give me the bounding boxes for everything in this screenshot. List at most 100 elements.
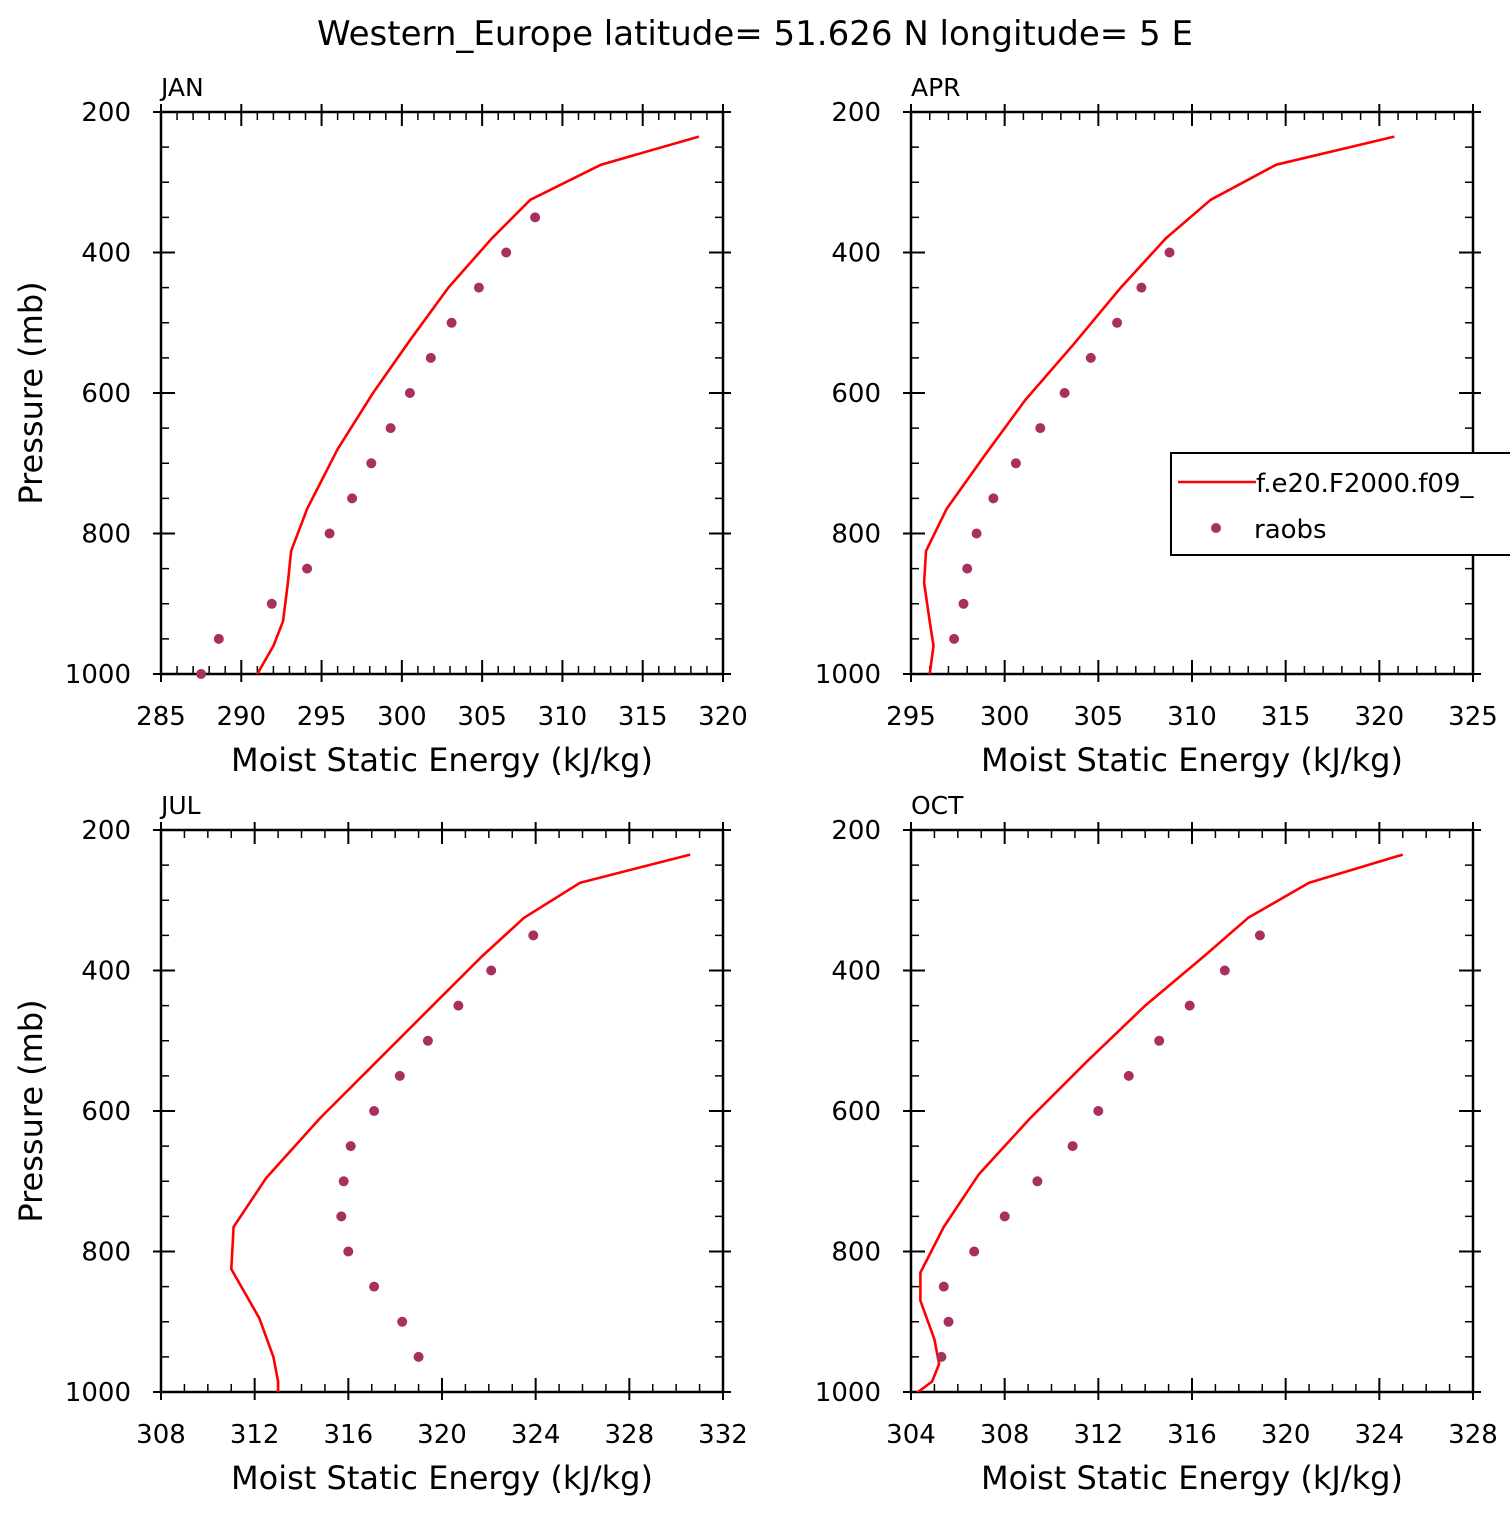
figure-title: Western_Europe latitude= 51.626 N longit…: [317, 14, 1193, 54]
raobs-point: [1032, 1176, 1043, 1187]
raobs-point: [501, 247, 512, 258]
x-tick-label: 290: [216, 702, 266, 732]
x-tick-label: 305: [1074, 702, 1124, 732]
panel-label: JAN: [159, 73, 204, 102]
y-tick-label: 200: [831, 98, 881, 128]
raobs-point: [1164, 247, 1175, 258]
panel-frame: [909, 828, 1475, 1394]
raobs-point: [999, 1211, 1010, 1222]
x-tick-label: 325: [1448, 702, 1498, 732]
panels: 285 290 295 300 305 310 315 320 200 400 600 800 1000…: [12, 73, 1498, 1497]
raobs-point: [347, 493, 358, 504]
y-tick-label: 600: [81, 1097, 131, 1127]
raobs-point: [394, 1070, 405, 1081]
panel-oct: 304 308 312 316 320 324 328 200 400 600 800 1000 OCT…: [815, 791, 1498, 1497]
panel-label: APR: [911, 73, 961, 102]
x-tick-label: 285: [136, 702, 186, 732]
raobs-point: [1085, 352, 1096, 363]
x-tick-label: 324: [511, 1420, 561, 1450]
legend: f.e20.F2000.f09_raobs: [1170, 452, 1510, 556]
y-axis-label: Pressure (mb): [12, 999, 50, 1222]
x-tick-label: 308: [136, 1420, 186, 1450]
x-axis-label: Moist Static Energy (kJ/kg): [981, 741, 1403, 779]
y-tick-label: 600: [81, 379, 131, 409]
raobs-point: [1010, 458, 1021, 469]
x-tick-label: 295: [886, 702, 936, 732]
raobs-point: [324, 528, 335, 539]
raobs-point: [302, 563, 313, 574]
panel-frame: [159, 110, 725, 676]
panel-jul: 308 312 316 320 324 328 332 200 400 600 800 1000 JUL…: [12, 791, 748, 1497]
y-tick-label: 200: [81, 98, 131, 128]
x-tick-label: 304: [886, 1420, 936, 1450]
raobs-point: [1184, 1000, 1195, 1011]
y-tick-label: 600: [831, 1097, 881, 1127]
y-tick-label: 400: [831, 239, 881, 269]
model-profile-line: [922, 135, 1395, 674]
raobs-point: [1123, 1070, 1134, 1081]
x-tick-label: 315: [1261, 702, 1311, 732]
raobs-point: [971, 528, 982, 539]
panel-frame: [909, 110, 1475, 676]
raobs-point: [530, 212, 541, 223]
raobs-point: [958, 598, 969, 609]
y-tick-label: 600: [831, 379, 881, 409]
raobs-point: [1254, 930, 1265, 941]
x-tick-label: 316: [324, 1420, 374, 1450]
legend-point-swatch: [1211, 523, 1221, 533]
y-tick-label: 800: [831, 1238, 881, 1268]
y-tick-label: 1000: [65, 1378, 131, 1408]
raobs-point: [369, 1106, 380, 1116]
y-tick-label: 200: [831, 816, 881, 846]
raobs-point: [938, 1281, 949, 1292]
raobs-point: [988, 493, 999, 504]
raobs-point: [446, 317, 457, 328]
raobs-point: [196, 669, 207, 679]
panel-frame: [159, 828, 725, 1394]
x-tick-label: 310: [1167, 702, 1217, 732]
x-tick-label: 320: [1355, 702, 1405, 732]
y-tick-label: 800: [831, 520, 881, 550]
raobs-point: [473, 282, 484, 293]
y-tick-label: 1000: [815, 1378, 881, 1408]
raobs-point: [1219, 965, 1230, 976]
raobs-point: [425, 352, 436, 363]
raobs-point: [1093, 1106, 1104, 1116]
raobs-point: [936, 1351, 947, 1362]
raobs-point: [422, 1035, 433, 1046]
panel-jan: 285 290 295 300 305 310 315 320 200 400 600 800 1000…: [12, 73, 748, 779]
raobs-point: [453, 1000, 464, 1011]
x-tick-label: 320: [1261, 1420, 1311, 1450]
y-tick-label: 400: [81, 957, 131, 987]
raobs-point: [336, 1211, 347, 1222]
model-profile-line: [230, 853, 691, 1392]
y-tick-label: 200: [81, 816, 131, 846]
y-tick-label: 800: [81, 520, 131, 550]
raobs-point: [385, 423, 396, 434]
x-tick-label: 300: [377, 702, 427, 732]
x-tick-label: 332: [698, 1420, 748, 1450]
x-tick-label: 295: [297, 702, 347, 732]
x-tick-label: 310: [538, 702, 588, 732]
x-tick-label: 328: [605, 1420, 655, 1450]
raobs-point: [486, 965, 497, 976]
raobs-point: [969, 1246, 980, 1257]
raobs-point: [397, 1316, 408, 1327]
raobs-point: [338, 1176, 349, 1187]
raobs-point: [528, 930, 539, 941]
raobs-point: [1112, 317, 1123, 328]
y-axis-label: Pressure (mb): [12, 281, 50, 504]
raobs-point: [1154, 1035, 1165, 1046]
raobs-point: [343, 1246, 354, 1257]
raobs-point: [404, 388, 415, 398]
legend-box: [1170, 452, 1510, 556]
raobs-point: [213, 633, 224, 644]
y-tick-label: 1000: [815, 660, 881, 690]
x-axis-label: Moist Static Energy (kJ/kg): [981, 1459, 1403, 1497]
legend-model-label: f.e20.F2000.f09_: [1256, 469, 1474, 499]
y-tick-label: 800: [81, 1238, 131, 1268]
x-tick-label: 320: [417, 1420, 467, 1450]
raobs-point: [949, 633, 960, 644]
